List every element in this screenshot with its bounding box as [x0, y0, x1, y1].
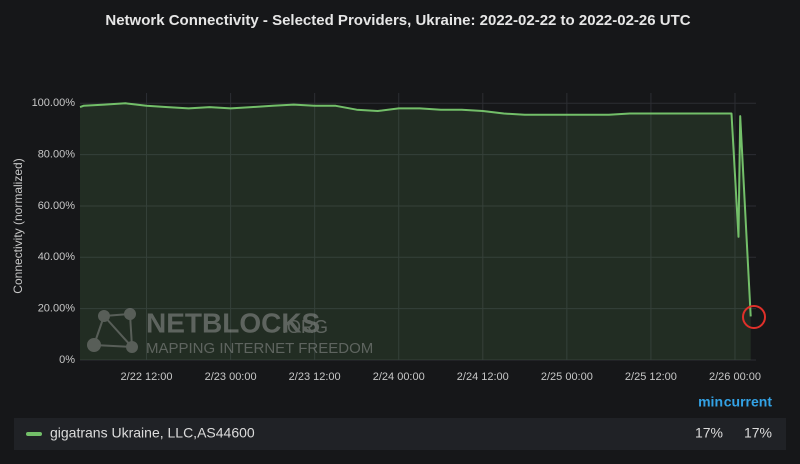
y-tick-label: 40.00% [38, 251, 76, 263]
grid: 0% 20.00% 40.00% 60.00% 80.00% 100.00% 2/22 12… [32, 93, 761, 383]
watermark-tagline: MAPPING INTERNET FREEDOM [146, 340, 373, 357]
x-tick-label: 2/25 00:00 [541, 371, 593, 383]
y-axis-label: Connectivity (normalized) [11, 158, 25, 293]
plot [79, 102, 752, 361]
legend-entry: gigatrans Ukraine, LLC,AS44600 [50, 425, 255, 441]
x-tick-label: 2/24 12:00 [457, 371, 509, 383]
x-tick-label: 2/24 00:00 [373, 371, 425, 383]
x-tick-label: 2/26 00:00 [709, 371, 761, 383]
legend-background [14, 418, 786, 450]
legend-column-header: min [698, 394, 723, 410]
x-tick-label: 2/23 12:00 [289, 371, 341, 383]
x-tick-label: 2/23 00:00 [205, 371, 257, 383]
y-tick-label: 100.00% [32, 97, 76, 109]
legend-value: 17% [695, 425, 723, 441]
legend-column-header: current [724, 394, 773, 410]
y-tick-label: 80.00% [38, 149, 76, 161]
y-tick-label: 60.00% [38, 200, 76, 212]
y-tick-label: 20.00% [38, 303, 76, 315]
highlight-circle [742, 305, 766, 329]
x-tick-label: 2/22 12:00 [121, 371, 173, 383]
legend: min current gigatrans Ukraine, LLC,AS44600… [26, 394, 772, 441]
line [79, 102, 752, 317]
chart-title: Network Connectivity - Selected Provider… [105, 12, 690, 29]
watermark: NETBLOCKS .ORG MAPPING INTERNET FREEDOM [87, 307, 373, 357]
x-tick-label: 2/25 12:00 [625, 371, 677, 383]
legend-swatch [26, 432, 42, 436]
legend-value: 17% [744, 425, 772, 441]
watermark-logo [87, 308, 138, 353]
watermark-suffix: .ORG [282, 317, 328, 337]
y-tick-label: 0% [59, 354, 75, 366]
area [80, 103, 751, 361]
watermark-brand: NETBLOCKS [146, 307, 320, 338]
